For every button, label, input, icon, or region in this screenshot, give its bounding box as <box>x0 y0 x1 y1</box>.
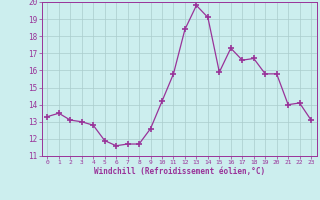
X-axis label: Windchill (Refroidissement éolien,°C): Windchill (Refroidissement éolien,°C) <box>94 167 265 176</box>
